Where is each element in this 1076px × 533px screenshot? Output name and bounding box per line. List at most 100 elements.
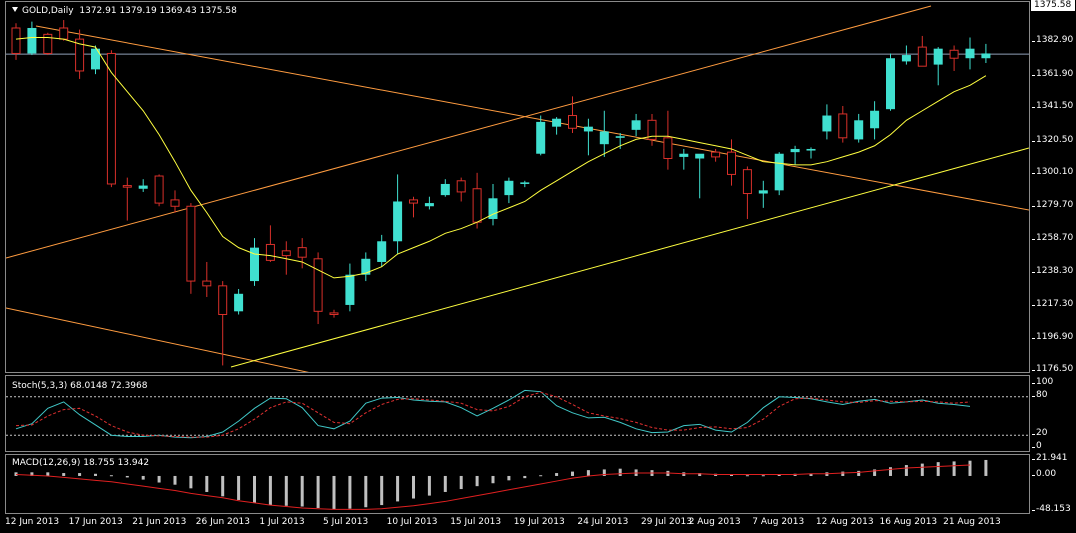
candle xyxy=(552,117,562,135)
candle xyxy=(790,145,800,165)
macd-histogram-bar xyxy=(332,475,336,510)
macd-histogram-bar xyxy=(348,475,352,509)
candle xyxy=(170,190,180,213)
candle xyxy=(727,139,736,186)
macd-histogram-bar xyxy=(507,475,511,481)
candle-body xyxy=(11,27,21,54)
candle xyxy=(838,105,848,143)
candle xyxy=(488,183,498,226)
candle-body xyxy=(917,46,927,67)
price-axis-tick: 1361.90 xyxy=(1031,68,1074,79)
price-axis-tick: 1176.50 xyxy=(1031,364,1074,374)
candle-body xyxy=(583,126,593,132)
macd-pane[interactable]: MACD(12,26,9) 18.755 13.942 xyxy=(5,454,1030,514)
candle-body xyxy=(488,198,498,219)
candle xyxy=(870,101,880,140)
candle xyxy=(949,45,959,71)
macd-histogram-bar xyxy=(889,467,892,476)
candle-body xyxy=(790,148,800,153)
macd-histogram-bar xyxy=(141,475,145,480)
macd-histogram-bar xyxy=(841,471,845,476)
macd-histogram-bar xyxy=(618,468,622,476)
macd-histogram-bar xyxy=(952,461,956,476)
candle-body xyxy=(75,38,85,72)
macd-histogram-bar xyxy=(46,472,50,476)
candle xyxy=(393,174,403,255)
candle-body xyxy=(27,27,37,54)
candle-body xyxy=(536,121,546,154)
candle-body xyxy=(393,201,403,242)
macd-histogram-bar xyxy=(443,475,447,492)
macd-histogram-bar xyxy=(205,475,209,492)
candle xyxy=(504,177,514,204)
price-chart-pane[interactable]: GOLD,Daily 1372.91 1379.19 1369.43 1375.… xyxy=(5,1,1030,373)
macd-histogram-bar xyxy=(125,475,129,478)
symbol-label: GOLD,Daily xyxy=(22,6,74,16)
candle-body xyxy=(218,285,228,315)
candle-body xyxy=(631,120,641,130)
stoch-axis-tick: 100 xyxy=(1031,377,1054,387)
candle-body xyxy=(202,280,212,287)
price-axis-tick: 1341.50 xyxy=(1031,101,1074,112)
macd-histogram-bar xyxy=(253,475,256,503)
macd-histogram-bar xyxy=(30,472,34,476)
candle-body xyxy=(91,48,100,70)
candle-body xyxy=(695,153,705,159)
stoch-signal-line xyxy=(15,391,971,438)
macd-histogram-bar xyxy=(920,463,924,476)
candle xyxy=(933,47,943,86)
date-label: 1 Jul 2013 xyxy=(259,517,305,527)
candle-body xyxy=(281,250,291,257)
candle xyxy=(806,147,816,159)
candle xyxy=(297,238,307,269)
candle xyxy=(154,174,164,207)
candle xyxy=(313,252,323,325)
macd-histogram-bar xyxy=(730,474,733,476)
candle xyxy=(361,252,371,282)
candle-body xyxy=(43,33,53,54)
candle xyxy=(583,118,593,156)
candle xyxy=(43,32,53,56)
candle xyxy=(218,281,228,366)
macd-canvas[interactable] xyxy=(6,455,1029,513)
price-chart-canvas[interactable] xyxy=(6,2,1029,372)
macd-histogram-bar xyxy=(555,473,559,476)
date-label: 17 Jun 2013 xyxy=(68,517,123,527)
candle-body xyxy=(679,153,689,157)
candle-body xyxy=(599,131,609,145)
macd-histogram-bar xyxy=(396,475,400,502)
date-label: 24 Jul 2013 xyxy=(577,517,629,527)
candle-body xyxy=(377,241,387,262)
stoch-axis-tick: 80 xyxy=(1031,389,1048,400)
macd-histogram-bar xyxy=(602,469,606,476)
candle xyxy=(59,20,69,41)
candle xyxy=(424,196,434,210)
macd-histogram-bar xyxy=(904,465,908,476)
candle xyxy=(91,45,100,75)
stochastic-pane[interactable]: Stoch(5,3,3) 68.0148 72.3968 xyxy=(5,375,1030,452)
candle-body xyxy=(901,55,911,62)
candle-body xyxy=(424,203,434,207)
candle xyxy=(11,23,21,60)
price-axis-tick: 1382.90 xyxy=(1031,35,1074,46)
candle xyxy=(75,29,85,79)
stochastic-canvas[interactable] xyxy=(6,376,1029,451)
candle xyxy=(456,177,466,202)
dropdown-arrow-icon[interactable] xyxy=(12,7,18,12)
candle xyxy=(917,35,927,67)
date-label: 29 Jul 2013 xyxy=(641,517,692,527)
candle-body xyxy=(138,185,148,189)
macd-histogram-bar xyxy=(698,473,702,476)
candle xyxy=(234,289,244,315)
candle xyxy=(138,179,148,192)
candle-body xyxy=(854,120,864,140)
macd-histogram-bar xyxy=(427,475,431,496)
macd-signal-line xyxy=(15,464,971,510)
candle-body xyxy=(265,243,275,261)
macd-histogram-bar xyxy=(539,475,543,477)
candle xyxy=(440,179,450,197)
candle xyxy=(774,152,784,196)
price-axis-tick: 1217.30 xyxy=(1031,299,1074,310)
current-price-marker: 1375.58 xyxy=(1031,0,1075,11)
candle-body xyxy=(886,58,895,110)
